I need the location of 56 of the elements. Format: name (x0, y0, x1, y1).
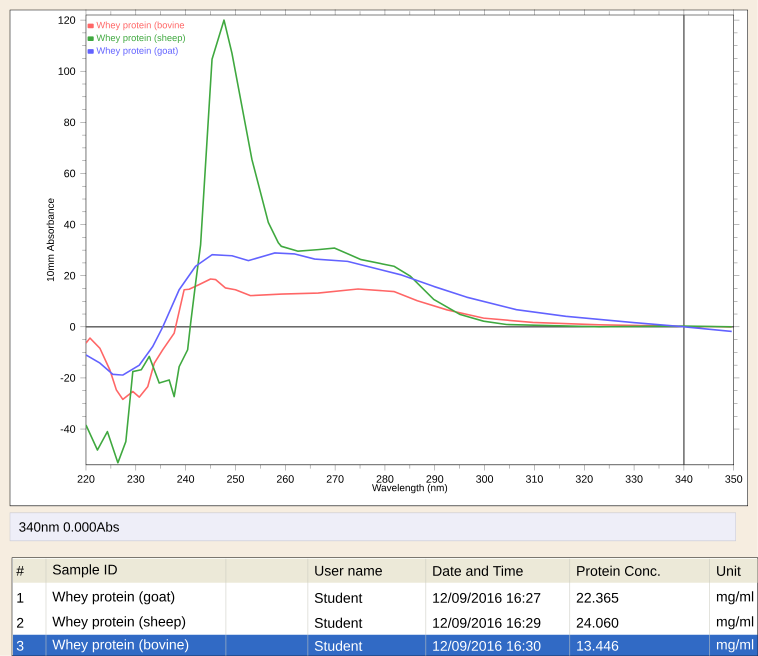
x-axis-title: Wavelength (nm) (372, 484, 448, 494)
x-tick-label: 260 (276, 475, 294, 483)
x-tick-label: 280 (376, 475, 394, 483)
x-tick-label: 300 (476, 475, 494, 483)
y-tick-label: -20 (60, 374, 76, 382)
x-tick-label: 220 (78, 475, 94, 483)
text: User name (315, 566, 382, 576)
y-tick-label: -40 (60, 425, 76, 433)
text: Whey protein (goat) (52, 591, 174, 604)
x-tick-label: 320 (576, 475, 593, 483)
text: 340nm 0.000Abs (19, 522, 119, 532)
text: Sample ID (52, 564, 117, 578)
text: mg/ml (716, 591, 754, 604)
x-tick-label: 230 (127, 475, 144, 483)
text: 2 (16, 618, 24, 628)
x-tick-label: 240 (177, 475, 194, 483)
x-tick-label: 290 (426, 475, 444, 483)
text: 12/09/2016 16:30 (433, 640, 540, 651)
y-tick-label: 100 (58, 67, 76, 75)
y-tick-label: 80 (64, 118, 76, 126)
x-tick-label: 250 (227, 475, 244, 483)
text: mg/ml (716, 616, 754, 630)
legend-label: Whey protein (bovine (96, 22, 184, 30)
text: Unit (717, 566, 741, 576)
legend-label: Whey protein (sheep) (96, 34, 185, 43)
y-tick-label: 40 (64, 220, 76, 228)
x-tick-label: 310 (526, 475, 543, 483)
text: 24.060 (576, 618, 618, 628)
text: Student (314, 592, 362, 603)
y-tick-label: 20 (64, 272, 76, 280)
text: # (16, 566, 24, 576)
line-series (86, 252, 733, 376)
line-series (86, 278, 733, 400)
x-tick-label: 340 (675, 475, 692, 483)
text: 22.365 (576, 592, 618, 603)
y-tick-label: 0 (70, 323, 76, 331)
y-axis-title: 10mm Absorbance (46, 198, 54, 282)
text: Student (314, 618, 362, 628)
y-tick-label: 60 (64, 170, 76, 178)
text: Whey protein (bovine) (52, 639, 188, 652)
text: Whey protein (sheep) (52, 616, 186, 630)
x-tick-label: 270 (326, 475, 344, 483)
text: Student (314, 640, 362, 651)
x-tick-label: 350 (725, 475, 742, 483)
text: 13.446 (577, 640, 618, 651)
text: 1 (17, 592, 24, 603)
line-series (86, 19, 733, 464)
legend-label: Whey protein (goat) (96, 47, 178, 56)
text: Date and Time (433, 566, 523, 576)
text: Protein Conc. (577, 566, 660, 576)
text: 12/09/2016 16:29 (433, 618, 540, 628)
text: mg/ml (716, 639, 754, 652)
text: 12/09/2016 16:27 (433, 592, 540, 603)
text: 3 (16, 640, 24, 651)
y-tick-label: 120 (58, 16, 76, 24)
x-tick-label: 330 (626, 475, 643, 483)
